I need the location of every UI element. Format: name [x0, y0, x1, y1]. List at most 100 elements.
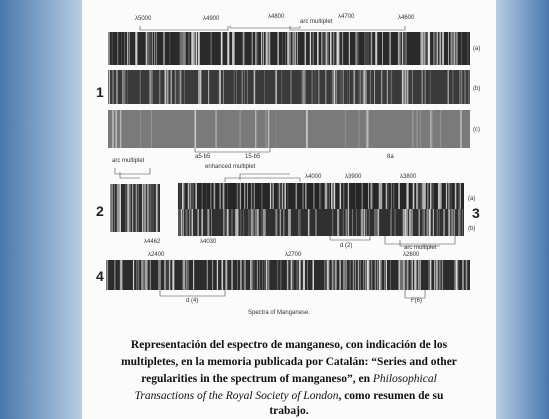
- spectral-line: [423, 32, 425, 65]
- spectral-line: [106, 260, 107, 290]
- spectral-line: [422, 183, 423, 209]
- spectral-line: [257, 260, 258, 290]
- spectral-line: [237, 183, 238, 209]
- label: (b): [473, 86, 480, 92]
- spectral-line: [434, 32, 435, 65]
- spectral-line: [358, 110, 359, 148]
- spectral-line: [219, 183, 221, 209]
- spectral-line: [129, 184, 130, 232]
- spectral-line: [180, 70, 181, 104]
- spectral-line: [209, 209, 210, 236]
- spectral-line: [427, 209, 429, 236]
- spectral-line: [406, 32, 407, 65]
- spectral-line: [345, 110, 346, 148]
- spectral-line: [289, 209, 290, 236]
- spectral-line: [193, 32, 194, 65]
- spectral-line: [391, 70, 392, 104]
- label: 8a: [387, 154, 394, 160]
- spectral-line: [215, 183, 216, 209]
- spectral-line: [390, 209, 391, 236]
- spectral-line: [443, 32, 444, 65]
- spectral-line: [407, 260, 408, 290]
- spectral-line: [184, 32, 185, 65]
- spectral-line: [330, 32, 332, 65]
- spectral-line: [183, 209, 184, 236]
- spectral-line: [234, 32, 235, 65]
- spectral-line: [459, 70, 460, 104]
- spectral-line: [454, 260, 455, 290]
- spectral-line: [165, 70, 167, 104]
- spectral-line: [462, 260, 463, 290]
- spectral-line: [303, 260, 305, 290]
- spectral-line: [217, 260, 218, 290]
- spectral-line: [403, 70, 404, 104]
- spectral-line: [437, 209, 438, 236]
- label: λ4600: [398, 15, 415, 21]
- spectral-line: [420, 110, 421, 148]
- spectral-line: [332, 70, 333, 104]
- spectral-line: [223, 209, 224, 236]
- spectral-line: [186, 260, 188, 290]
- spectral-line: [358, 260, 359, 290]
- spectral-line: [184, 260, 185, 290]
- spectral-line: [425, 70, 426, 104]
- spectral-line: [325, 183, 327, 209]
- spectral-line: [150, 184, 151, 232]
- spectral-line: [442, 260, 443, 290]
- caption-italic: Transactions of the Royal Society of Lon…: [135, 390, 339, 402]
- spectral-line: [423, 183, 424, 209]
- spectral-line: [448, 70, 449, 104]
- spectral-line: [452, 209, 453, 236]
- spectral-line: [350, 260, 351, 290]
- spectral-line: [232, 32, 234, 65]
- caption-line: trabajo.: [269, 405, 308, 417]
- spectral-line: [378, 209, 379, 236]
- spectral-line: [157, 184, 158, 232]
- spectral-line: [432, 183, 433, 209]
- spectral-line: [250, 260, 251, 290]
- spectral-line: [145, 260, 146, 290]
- spectral-line: [261, 32, 262, 65]
- spectral-line: [424, 209, 425, 236]
- spectral-line: [348, 183, 349, 209]
- spectral-line: [179, 209, 180, 236]
- spectral-line: [127, 70, 128, 104]
- spectral-line: [181, 32, 182, 65]
- spectral-line: [275, 209, 276, 236]
- spectral-line: [221, 32, 223, 65]
- spectral-line: [416, 183, 418, 209]
- spectral-line: [366, 110, 367, 148]
- spectral-line: [368, 260, 370, 290]
- spectral-line: [364, 70, 365, 104]
- spectral-line: [420, 32, 421, 65]
- spectral-line: [148, 32, 150, 65]
- spectral-line: [448, 209, 449, 236]
- spectral-line: [236, 70, 237, 104]
- spectral-line: [461, 70, 462, 104]
- spectral-line: [465, 70, 466, 104]
- spectral-line: [461, 32, 462, 65]
- spectral-line: [149, 70, 150, 104]
- spectral-line: [115, 110, 117, 148]
- spectral-line: [254, 70, 255, 104]
- spectral-line: [169, 260, 170, 290]
- spectral-line: [182, 183, 184, 209]
- spectral-line: [152, 70, 153, 104]
- spectral-line: [307, 260, 308, 290]
- spectral-line: [366, 32, 367, 65]
- spectral-line: [239, 110, 240, 148]
- spectral-line: [378, 183, 380, 209]
- spectral-line: [227, 209, 229, 236]
- spectral-line: [191, 32, 192, 65]
- spectral-line: [188, 183, 189, 209]
- spectral-line: [346, 260, 348, 290]
- spectral-line: [283, 209, 284, 236]
- spectral-line: [264, 260, 265, 290]
- label: F(6): [411, 298, 422, 304]
- spectral-line: [148, 184, 149, 232]
- spectral-line: [375, 260, 376, 290]
- spectral-line: [207, 209, 208, 236]
- spectral-line: [430, 110, 431, 148]
- spectral-line: [422, 70, 423, 104]
- spectral-line: [245, 260, 246, 290]
